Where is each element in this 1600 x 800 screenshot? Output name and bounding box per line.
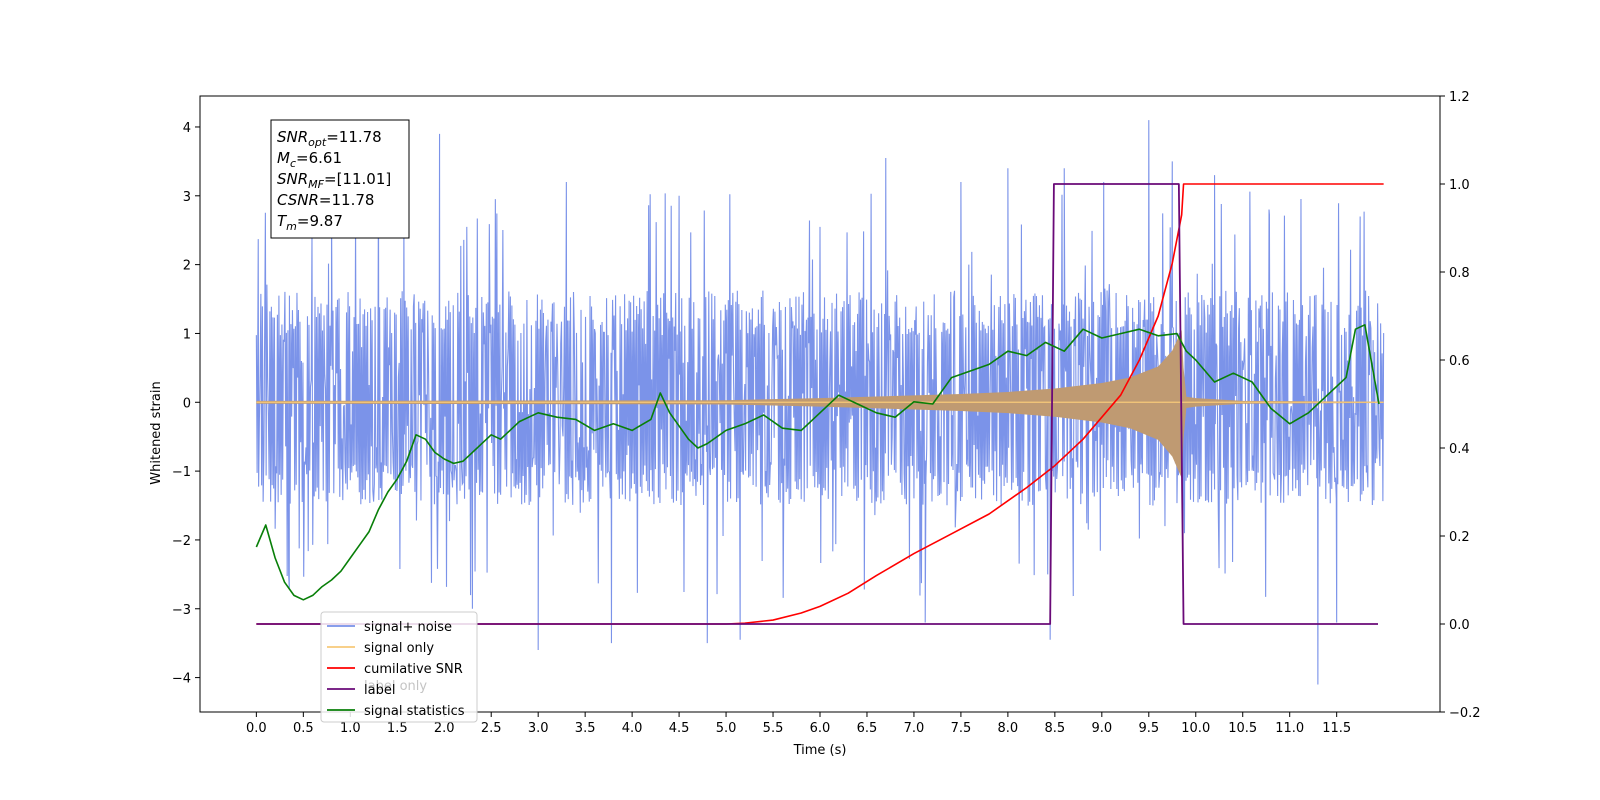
x-tick-label: 11.0	[1275, 721, 1304, 736]
annotation-line: CSNR=11.78	[277, 191, 374, 209]
x-tick-label: 11.5	[1322, 721, 1351, 736]
annotation-line: Tm=9.87	[277, 212, 343, 233]
y-tick-label: 4	[183, 121, 191, 136]
axes: 0.0 0.5 1.0 1.5 2.0 2.5 3.0 3.5 4.0 4.5 5.0 5.5 6.0 6…	[172, 90, 1481, 736]
x-tick-label: 9.5	[1138, 721, 1159, 736]
x-tick-label: 1.0	[340, 721, 361, 736]
y-tick-label: 1	[183, 327, 191, 342]
x-axis-label: Time (s)	[793, 743, 847, 758]
y2-tick-label: 0.2	[1449, 530, 1470, 545]
x-tick-label: 9.0	[1091, 721, 1112, 736]
x-tick-label: 3.0	[528, 721, 549, 736]
y-tick-label: −2	[172, 534, 191, 549]
y2-tick-label: 0.4	[1449, 442, 1470, 457]
y2-tick-label: 0.0	[1449, 618, 1470, 633]
plot-area	[255, 120, 1385, 685]
y2-tick-label: 0.6	[1449, 354, 1470, 369]
legend: label only signal+ noise signal only cumil…	[320, 611, 478, 723]
legend-label: signal statistics	[364, 704, 465, 719]
x-tick-label: 2.0	[434, 721, 455, 736]
legend-label: signal+ noise	[364, 620, 452, 635]
series-label	[256, 183, 1378, 625]
x-tick-label: 1.5	[387, 721, 408, 736]
y-tick-label: −1	[172, 465, 191, 480]
annotation-frame	[270, 119, 410, 239]
legend-label: cumilative SNR	[364, 662, 463, 677]
y-tick-label: 3	[183, 190, 191, 205]
x-tick-label: 7.5	[951, 721, 972, 736]
y2-tick-label: −0.2	[1449, 706, 1481, 721]
y2-tick-label: 0.8	[1449, 266, 1470, 281]
annotation-line: SNRMF=[11.01]	[277, 170, 391, 191]
legend-frame	[320, 611, 478, 723]
x-tick-label: 6.0	[810, 721, 831, 736]
x-tick-label: 2.5	[481, 721, 502, 736]
x-tick-label: 0.0	[246, 721, 267, 736]
annotation-box: SNRopt=11.78Mc=6.61SNRMF=[11.01]CSNR=11.…	[270, 119, 410, 239]
y-tick-label: 0	[183, 396, 191, 411]
y-tick-label: 2	[183, 259, 191, 274]
series-cumulative-snr	[256, 183, 1384, 625]
y-axis-label: Whitened strain	[149, 381, 164, 484]
series-signal-statistics	[255, 324, 1380, 601]
y2-tick-label: 1.0	[1449, 178, 1470, 193]
legend-entries: signal+ noise signal only cumilative SNR la…	[327, 620, 465, 719]
x-tick-label: 10.0	[1181, 721, 1210, 736]
y-tick-label: −4	[172, 672, 191, 687]
x-tick-label: 8.0	[998, 721, 1019, 736]
annotation-line: Mc=6.61	[277, 149, 342, 170]
x-tick-label: 4.5	[669, 721, 690, 736]
x-tick-label: 6.5	[857, 721, 878, 736]
x-tick-label: 10.5	[1228, 721, 1257, 736]
series-signal-only-envelope	[256, 330, 1384, 479]
x-tick-label: 3.5	[575, 721, 596, 736]
x-tick-label: 4.0	[622, 721, 643, 736]
x-tick-label: 5.0	[716, 721, 737, 736]
x-tick-label: 0.5	[293, 721, 314, 736]
x-tick-label: 8.5	[1045, 721, 1066, 736]
y-tick-label: −3	[172, 603, 191, 618]
annotation-line: SNRopt=11.78	[277, 128, 382, 149]
legend-overlap-text: label only	[364, 679, 427, 694]
series-signal-noise	[255, 120, 1385, 685]
x-tick-label: 7.0	[904, 721, 925, 736]
x-tick-label: 5.5	[763, 721, 784, 736]
legend-label: label	[364, 683, 395, 698]
y2-tick-label: 1.2	[1449, 90, 1470, 105]
legend-label: signal only	[364, 641, 434, 656]
